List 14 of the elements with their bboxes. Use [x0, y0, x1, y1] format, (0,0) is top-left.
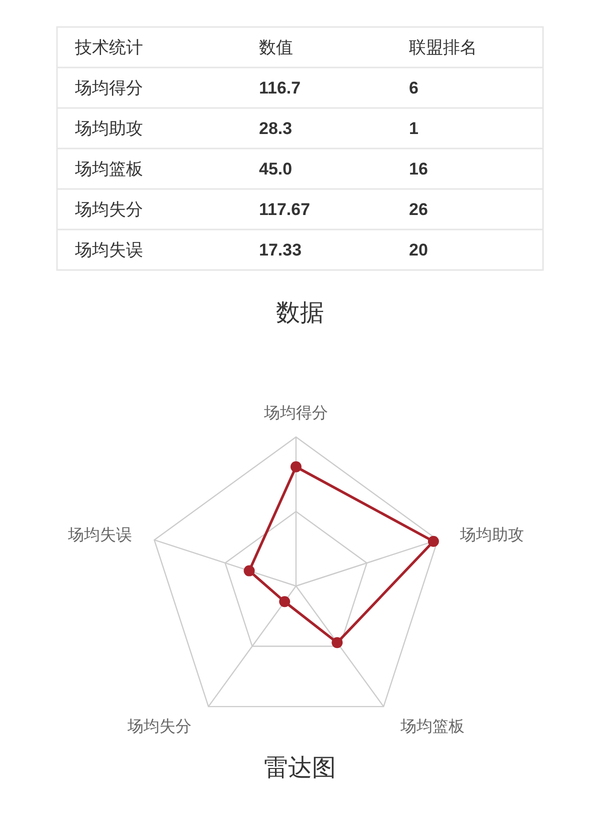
category: 场均篮板 — [75, 159, 143, 178]
category: 场均助攻 — [75, 118, 143, 138]
category: 场均失误 — [75, 240, 143, 260]
title: 数据 — [276, 300, 324, 326]
value: 20 — [409, 240, 428, 260]
header: 联盟排名 — [409, 38, 477, 57]
value: 6 — [409, 78, 418, 98]
header: 技术统计 — [75, 38, 143, 57]
title: 雷达图 — [264, 754, 336, 782]
value: 16 — [409, 159, 428, 178]
value: 26 — [409, 200, 428, 219]
category: 场均失分 — [75, 200, 143, 219]
category: 场均得分 — [75, 78, 143, 98]
value: 1 — [409, 118, 418, 138]
